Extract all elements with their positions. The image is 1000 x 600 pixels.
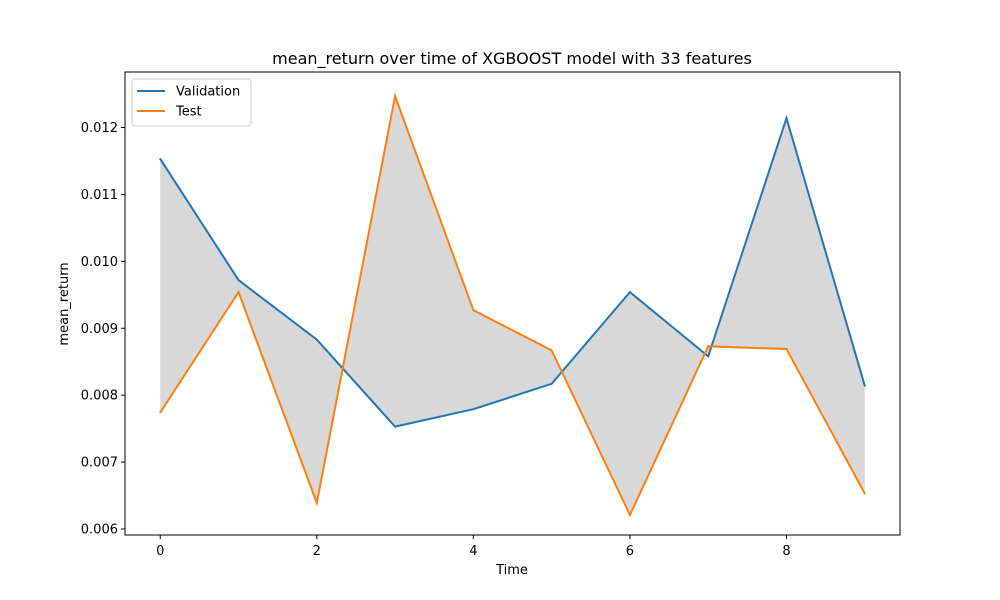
chart-title: mean_return over time of XGBOOST model w… xyxy=(272,49,752,69)
legend-label-test: Test xyxy=(175,105,202,120)
validation-data-point xyxy=(394,425,397,428)
y-tick-label: 0.009 xyxy=(81,322,118,337)
y-tick-label: 0.011 xyxy=(81,188,118,203)
series-lines xyxy=(159,92,866,518)
validation-data-point xyxy=(863,384,866,387)
test-data-point xyxy=(707,345,710,348)
validation-data-point xyxy=(707,355,710,358)
validation-data-point xyxy=(628,291,631,294)
x-tick-label: 8 xyxy=(782,544,790,559)
validation-data-point xyxy=(785,117,788,120)
test-data-point xyxy=(550,349,553,352)
test-data-point xyxy=(315,501,318,504)
test-data-point xyxy=(472,309,475,312)
y-axis-title: mean_return xyxy=(57,262,72,345)
validation-data-point xyxy=(315,338,318,341)
test-data-point xyxy=(159,411,162,414)
validation-data-point xyxy=(550,382,553,385)
x-axis-title: Time xyxy=(495,563,528,578)
y-tick-label: 0.012 xyxy=(81,121,118,136)
x-tick-label: 6 xyxy=(626,544,634,559)
x-tick-label: 2 xyxy=(313,544,321,559)
legend-label-validation: Validation xyxy=(176,85,240,100)
y-tick-label: 0.006 xyxy=(81,522,118,537)
y-tick-label: 0.007 xyxy=(81,456,118,471)
test-data-point xyxy=(785,348,788,350)
validation-data-point xyxy=(472,408,475,411)
test-data-point xyxy=(394,95,397,98)
validation-data-point xyxy=(237,279,240,282)
y-axis-ticks: 0.006 0.007 0.008 0.009 0.010 0.011 0.012 xyxy=(81,121,125,537)
test-data-point xyxy=(628,513,631,516)
x-axis-ticks: 0 2 4 6 8 xyxy=(156,535,791,559)
validation-data-point xyxy=(159,157,162,160)
legend: Validation Test xyxy=(131,78,252,127)
validation-series-line xyxy=(159,114,866,428)
plot-frame xyxy=(124,71,901,536)
y-tick-label: 0.010 xyxy=(81,255,118,270)
test-data-point xyxy=(237,291,240,294)
y-tick-label: 0.008 xyxy=(81,389,118,404)
test-data-point xyxy=(863,492,866,495)
test-series-line xyxy=(159,92,866,518)
x-tick-label: 0 xyxy=(156,544,164,559)
x-tick-label: 4 xyxy=(469,544,477,559)
